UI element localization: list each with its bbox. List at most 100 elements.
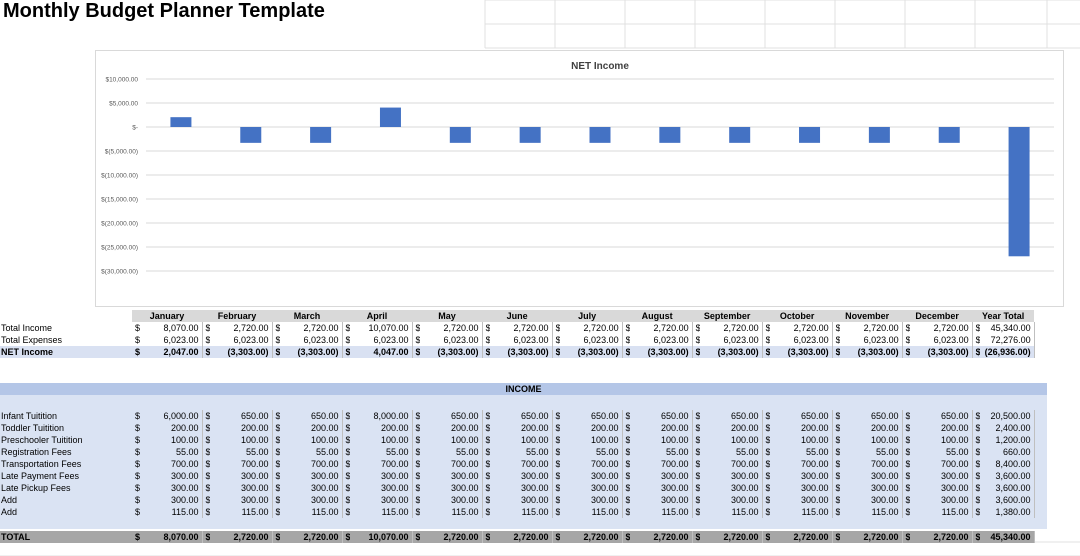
- currency-symbol: $: [832, 410, 841, 422]
- value-cell: 2,720.00: [910, 322, 973, 334]
- currency-symbol: $: [972, 482, 981, 494]
- currency-symbol: $: [622, 494, 631, 506]
- value-cell: 2,720.00: [700, 322, 763, 334]
- row-label: Add: [1, 507, 18, 517]
- currency-symbol: $: [552, 482, 561, 494]
- currency-symbol: $: [342, 446, 351, 458]
- month-header: April: [342, 310, 413, 322]
- currency-symbol: $: [762, 446, 771, 458]
- value-cell: 650.00: [630, 410, 693, 422]
- currency-symbol: $: [202, 422, 211, 434]
- value-cell: 300.00: [910, 482, 973, 494]
- y-tick-label: $(5,000.00): [105, 149, 138, 156]
- value-cell: 300.00: [490, 482, 553, 494]
- value-cell: 3,600.00: [980, 482, 1035, 494]
- month-header: August: [622, 310, 693, 322]
- currency-symbol: $: [762, 506, 771, 518]
- value-cell: 2,720.00: [910, 531, 973, 543]
- value-cell: 8,400.00: [980, 458, 1035, 470]
- currency-symbol: $: [412, 334, 421, 346]
- value-cell: 115.00: [350, 506, 413, 518]
- value-cell: 300.00: [280, 482, 343, 494]
- value-cell: 300.00: [210, 482, 273, 494]
- currency-symbol: $: [412, 434, 421, 446]
- currency-symbol: $: [482, 410, 491, 422]
- value-cell: 650.00: [210, 410, 273, 422]
- summary-row: NET Income$2,047.00$(3,303.00)$(3,303.00…: [0, 346, 1035, 358]
- value-cell: 2,720.00: [280, 531, 343, 543]
- currency-symbol: $: [272, 446, 281, 458]
- value-cell: 55.00: [280, 446, 343, 458]
- value-cell: 6,023.00: [840, 334, 903, 346]
- currency-symbol: $: [342, 506, 351, 518]
- value-cell: 300.00: [560, 482, 623, 494]
- value-cell: 700.00: [560, 458, 623, 470]
- currency-symbol: $: [132, 531, 140, 543]
- value-cell: 2,400.00: [980, 422, 1035, 434]
- currency-symbol: $: [762, 458, 771, 470]
- currency-symbol: $: [692, 458, 701, 470]
- value-cell: 650.00: [840, 410, 903, 422]
- currency-symbol: $: [202, 410, 211, 422]
- currency-symbol: $: [972, 334, 981, 346]
- value-cell: 115.00: [140, 506, 203, 518]
- currency-symbol: $: [692, 410, 701, 422]
- chart-svg: NET Income $10,000.00 $5,000.00 $- $(5,000.0…: [101, 61, 1054, 276]
- value-cell: 2,720.00: [630, 531, 693, 543]
- currency-symbol: $: [202, 482, 211, 494]
- y-tick-label: $(15,000.00): [101, 197, 138, 204]
- value-cell: 700.00: [490, 458, 553, 470]
- currency-symbol: $: [972, 410, 981, 422]
- value-cell: 6,023.00: [490, 334, 553, 346]
- value-cell: 2,720.00: [280, 322, 343, 334]
- currency-symbol: $: [135, 335, 140, 345]
- row-label: Transportation Fees: [1, 459, 82, 469]
- currency-symbol: $: [272, 410, 281, 422]
- value-cell: 100.00: [630, 434, 693, 446]
- value-cell: 200.00: [840, 422, 903, 434]
- currency-symbol: $: [552, 322, 561, 334]
- currency-symbol: $: [692, 434, 701, 446]
- value-cell: 300.00: [490, 494, 553, 506]
- income-row: Preschooler Tuitition$100.00$100.00$100.…: [0, 434, 1035, 446]
- value-cell: 2,720.00: [770, 322, 833, 334]
- currency-symbol: $: [692, 531, 700, 543]
- currency-symbol: $: [902, 446, 911, 458]
- value-cell: 3,600.00: [980, 494, 1035, 506]
- row-label: Total Income: [1, 323, 53, 333]
- value-cell: 6,023.00: [910, 334, 973, 346]
- value-cell: 300.00: [560, 494, 623, 506]
- value-cell: (3,303.00): [210, 346, 273, 358]
- currency-symbol: $: [552, 410, 561, 422]
- currency-symbol: $: [552, 458, 561, 470]
- currency-symbol: $: [972, 494, 981, 506]
- value-cell: 700.00: [700, 458, 763, 470]
- value-cell: 4,047.00: [350, 346, 413, 358]
- value-cell: 300.00: [630, 482, 693, 494]
- value-cell: 200.00: [700, 422, 763, 434]
- currency-symbol: $: [622, 334, 631, 346]
- currency-symbol: $: [202, 494, 211, 506]
- value-cell: 300.00: [210, 470, 273, 482]
- value-cell: (3,303.00): [770, 346, 833, 358]
- currency-symbol: $: [482, 322, 491, 334]
- currency-symbol: $: [342, 410, 351, 422]
- currency-symbol: $: [552, 334, 561, 346]
- currency-symbol: $: [972, 322, 981, 334]
- y-tick-label: $(10,000.00): [101, 173, 138, 180]
- value-cell: 115.00: [280, 506, 343, 518]
- currency-symbol: $: [202, 346, 210, 358]
- currency-symbol: $: [342, 458, 351, 470]
- currency-symbol: $: [832, 322, 841, 334]
- value-cell: 700.00: [840, 458, 903, 470]
- value-cell: 650.00: [910, 410, 973, 422]
- value-cell: 300.00: [140, 470, 203, 482]
- value-cell: 300.00: [770, 482, 833, 494]
- currency-symbol: $: [902, 494, 911, 506]
- value-cell: 700.00: [210, 458, 273, 470]
- income-row: Late Payment Fees$300.00$300.00$300.00$3…: [0, 470, 1035, 482]
- currency-symbol: $: [552, 494, 561, 506]
- currency-symbol: $: [832, 470, 841, 482]
- value-cell: 6,023.00: [560, 334, 623, 346]
- currency-symbol: $: [902, 410, 911, 422]
